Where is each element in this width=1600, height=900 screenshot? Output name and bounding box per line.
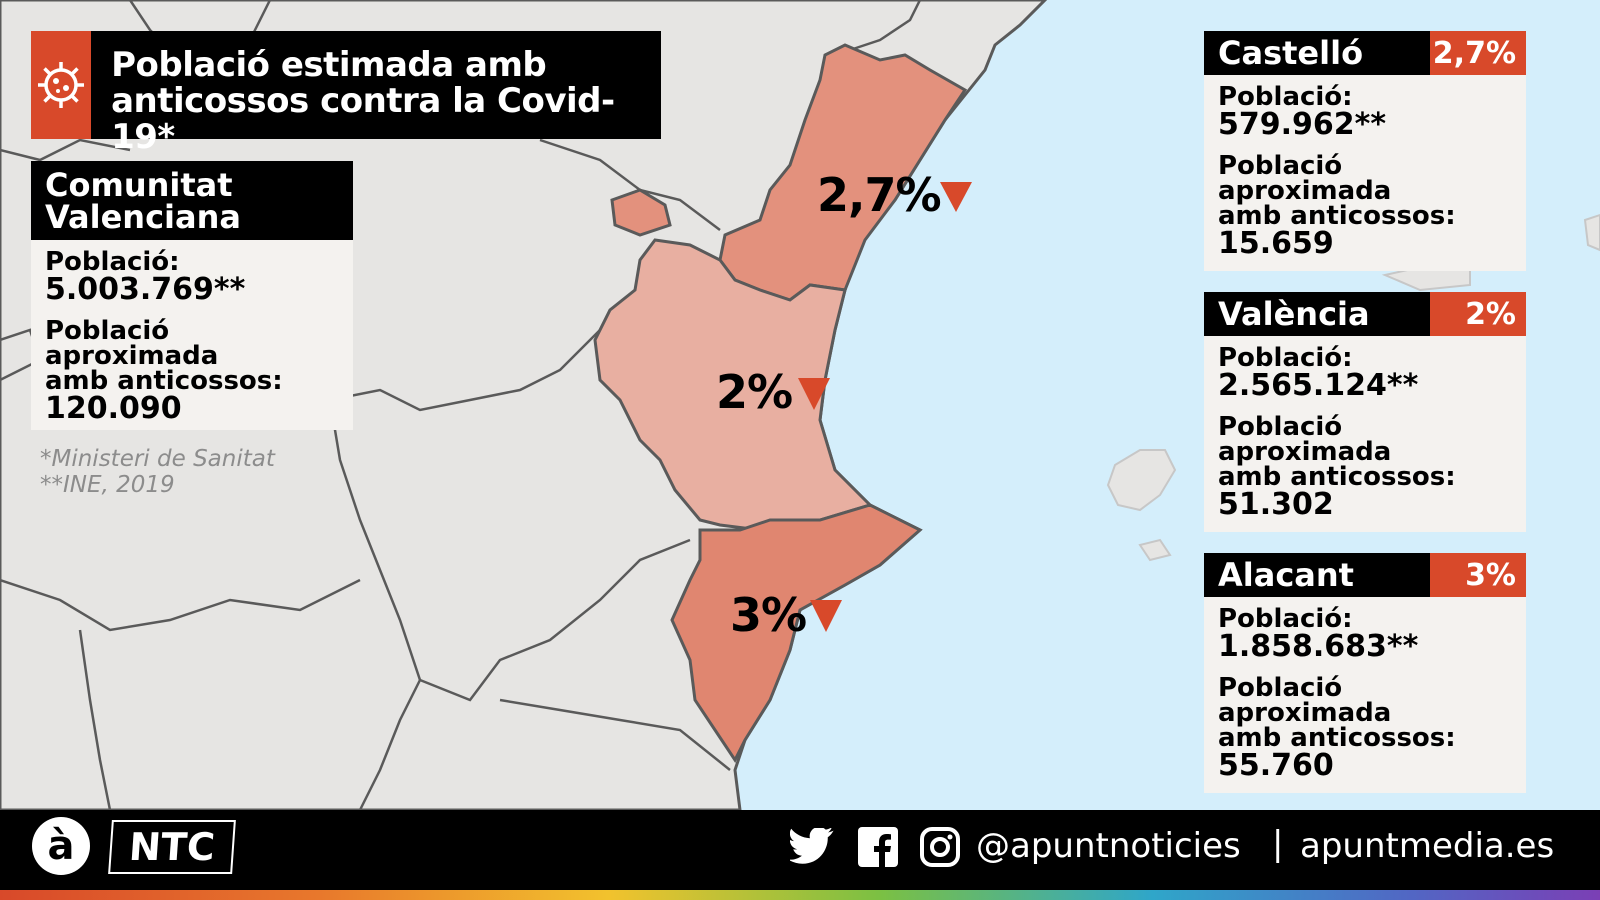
region-name-line-1: Comunitat xyxy=(45,166,233,204)
population-label: Població: xyxy=(1218,82,1353,112)
antibodies-label-line-2: amb anticossos: xyxy=(1218,462,1456,492)
title-line-2: anticossos contra la Covid-19* xyxy=(111,81,615,157)
island-ibiza xyxy=(1106,449,1177,512)
antibodies-value: 120.090 xyxy=(45,391,182,426)
antibodies-value: 15.659 xyxy=(1218,226,1334,261)
province-card-castello: Castelló 2,7% Població: 579.962** Poblac… xyxy=(1204,31,1526,271)
island-formentera xyxy=(1138,538,1172,562)
province-name: València xyxy=(1218,295,1370,333)
antibodies-label-line-1: Població aproximada xyxy=(1218,673,1392,728)
province-pct-badge: 2,7% xyxy=(1430,31,1526,75)
infographic-title: Població estimada amb anticossos contra … xyxy=(31,31,661,155)
marker-castello xyxy=(940,182,972,212)
region-name-line-2: Valenciana xyxy=(45,198,241,236)
marker-valencia xyxy=(798,378,830,410)
antibodies-value: 55.760 xyxy=(1218,748,1334,783)
antibodies-label-line-1: Població aproximada xyxy=(45,316,219,371)
province-name: Alacant xyxy=(1218,556,1354,594)
province-alacant xyxy=(670,503,923,763)
population-label: Població: xyxy=(45,247,180,277)
population-label: Població: xyxy=(1218,604,1353,634)
title-line-1: Població estimada amb xyxy=(111,45,547,85)
province-card-alacant: Alacant 3% Població: 1.858.683** Poblaci… xyxy=(1204,553,1526,793)
population-value: 579.962** xyxy=(1218,107,1387,142)
virus-icon xyxy=(31,31,92,139)
website-link[interactable]: apuntmedia.es xyxy=(1300,826,1555,866)
antibodies-label-line-2: amb anticossos: xyxy=(1218,201,1456,231)
twitter-icon[interactable] xyxy=(790,822,834,872)
antibodies-label-line-2: amb anticossos: xyxy=(45,366,283,396)
ntc-logo[interactable]: NTC xyxy=(108,820,236,874)
population-value: 5.003.769** xyxy=(45,272,246,307)
footnotes: *Ministeri de Sanitat **INE, 2019 xyxy=(40,446,275,498)
antibodies-label-line-2: amb anticossos: xyxy=(1218,723,1456,753)
population-value: 1.858.683** xyxy=(1218,629,1419,664)
social-handle[interactable]: @apuntnoticies xyxy=(976,826,1241,866)
antibodies-label-line-1: Població aproximada xyxy=(1218,412,1392,467)
footer-rainbow-stripe xyxy=(0,890,1600,900)
population-label: Població: xyxy=(1218,343,1353,373)
region-card: Comunitat Valenciana Població: 5.003.769… xyxy=(31,161,353,430)
enclave-rincon xyxy=(610,188,672,237)
land-borders xyxy=(0,0,922,811)
antibodies-label-line-1: Població aproximada xyxy=(1218,151,1392,206)
antibodies-value: 51.302 xyxy=(1218,487,1334,522)
footnote-2: **INE, 2019 xyxy=(40,472,175,498)
map-label-valencia: 2% xyxy=(716,365,793,419)
footnote-1: *Ministeri de Sanitat xyxy=(40,446,275,472)
province-pct-badge: 2% xyxy=(1430,292,1526,336)
province-name: Castelló xyxy=(1218,34,1364,72)
province-pct-badge: 3% xyxy=(1430,553,1526,597)
facebook-icon[interactable] xyxy=(858,822,898,872)
footer-separator: | xyxy=(1272,824,1284,864)
apunt-logo[interactable]: à xyxy=(32,817,90,875)
marker-alacant xyxy=(810,600,842,632)
map-label-castello: 2,7% xyxy=(817,168,942,222)
instagram-icon[interactable] xyxy=(920,822,960,872)
province-card-valencia: València 2% Població: 2.565.124** Poblac… xyxy=(1204,292,1526,532)
island-menorca-edge xyxy=(1583,213,1600,252)
map-label-alacant: 3% xyxy=(730,588,807,642)
population-value: 2.565.124** xyxy=(1218,368,1419,403)
